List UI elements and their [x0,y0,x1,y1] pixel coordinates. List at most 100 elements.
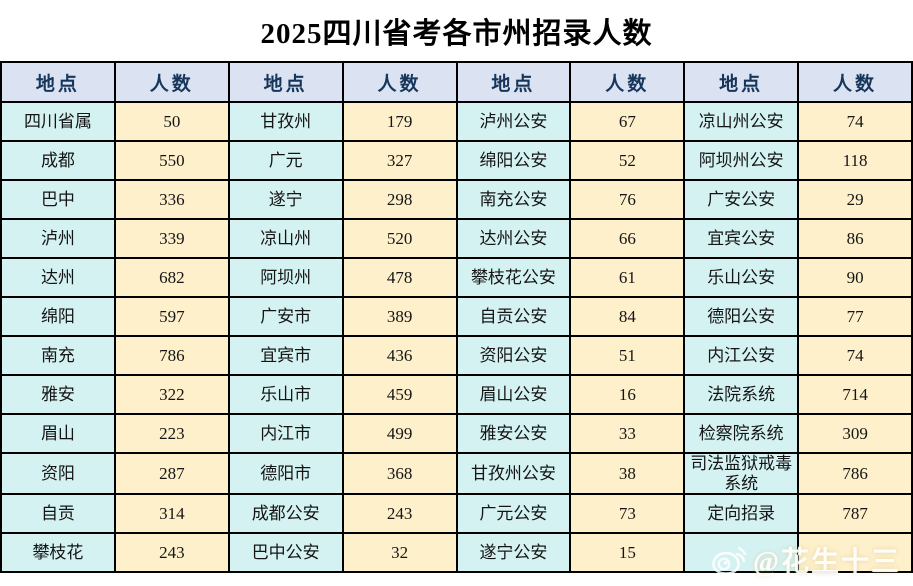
table-row: 达州 682 阿坝州 478 攀枝花公安 61 乐山公安 90 [0,257,913,298]
location-cell: 司法监狱戒毒系统 [683,451,800,496]
location-cell: 资阳 [0,451,116,496]
count-cell: 32 [341,532,458,574]
table-row: 雅安 322 乐山市 459 眉山公安 16 法院系统 714 [0,374,913,415]
location-cell: 成都 [0,140,116,181]
count-cell: 50 [113,101,230,142]
table-row: 泸州 339 凉山州 520 达州公安 66 宜宾公安 86 [0,218,913,259]
count-cell: 33 [569,413,686,454]
count-cell: 223 [113,413,230,454]
location-cell: 乐山市 [227,374,344,415]
count-cell: 179 [341,101,458,142]
location-cell: 攀枝花公安 [455,257,572,298]
count-cell: 51 [569,335,686,376]
column-header: 地点 [455,61,572,103]
location-cell: 法院系统 [683,374,800,415]
count-cell: 243 [341,493,458,535]
location-cell: 阿坝州公安 [683,140,800,181]
count-cell [797,532,913,574]
count-cell: 118 [797,140,913,181]
column-header: 人数 [341,61,458,103]
location-cell: 四川省属 [0,101,116,142]
location-cell: 德阳公安 [683,296,800,337]
column-header: 人数 [569,61,686,103]
location-cell: 广安公安 [683,179,800,220]
column-header: 地点 [0,61,116,103]
count-cell: 336 [113,179,230,220]
location-cell: 乐山公安 [683,257,800,298]
count-cell: 84 [569,296,686,337]
column-header: 地点 [683,61,800,103]
count-cell: 368 [341,451,458,496]
count-cell: 73 [569,493,686,535]
count-cell: 478 [341,257,458,298]
count-cell: 714 [797,374,913,415]
location-cell: 自贡 [0,493,116,535]
table-header-row: 地点 人数 地点 人数 地点 人数 地点 人数 [0,61,913,103]
location-cell [683,532,800,574]
count-cell: 52 [569,140,686,181]
count-cell: 327 [341,140,458,181]
table-body: 四川省属 50 甘孜州 179 泸州公安 67 凉山州公安 74 成都 550 广元 327 绵阳公安 5… [0,101,913,574]
location-cell: 绵阳公安 [455,140,572,181]
table-head: 地点 人数 地点 人数 地点 人数 地点 人数 [0,61,913,103]
location-cell: 巴中公安 [227,532,344,574]
location-cell: 广元公安 [455,493,572,535]
recruitment-table: 地点 人数 地点 人数 地点 人数 地点 人数 四川省属 50 甘孜州 179 泸州公安 67 凉山州公安… [0,61,913,574]
location-cell: 泸州 [0,218,116,259]
location-cell: 甘孜州公安 [455,451,572,496]
table-row: 自贡 314 成都公安 243 广元公安 73 定向招录 787 [0,493,913,535]
location-cell: 达州 [0,257,116,298]
count-cell: 74 [797,101,913,142]
location-cell: 眉山 [0,413,116,454]
count-cell: 77 [797,296,913,337]
count-cell: 67 [569,101,686,142]
count-cell: 61 [569,257,686,298]
location-cell: 凉山州 [227,218,344,259]
count-cell: 499 [341,413,458,454]
count-cell: 459 [341,374,458,415]
location-cell: 雅安 [0,374,116,415]
location-cell: 遂宁公安 [455,532,572,574]
count-cell: 520 [341,218,458,259]
count-cell: 243 [113,532,230,574]
location-cell: 攀枝花 [0,532,116,574]
location-cell: 遂宁 [227,179,344,220]
count-cell: 29 [797,179,913,220]
location-cell: 甘孜州 [227,101,344,142]
location-cell: 内江公安 [683,335,800,376]
page-title: 2025四川省考各市州招录人数 [260,17,653,50]
location-cell: 泸州公安 [455,101,572,142]
count-cell: 66 [569,218,686,259]
count-cell: 76 [569,179,686,220]
count-cell: 298 [341,179,458,220]
table-row: 绵阳 597 广安市 389 自贡公安 84 德阳公安 77 [0,296,913,337]
count-cell: 322 [113,374,230,415]
count-cell: 786 [113,335,230,376]
table-row: 巴中 336 遂宁 298 南充公安 76 广安公安 29 [0,179,913,220]
column-header: 地点 [227,61,344,103]
location-cell: 宜宾公安 [683,218,800,259]
count-cell: 339 [113,218,230,259]
location-cell: 凉山州公安 [683,101,800,142]
count-cell: 74 [797,335,913,376]
table-row: 攀枝花 243 巴中公安 32 遂宁公安 15 [0,532,913,574]
count-cell: 436 [341,335,458,376]
count-cell: 38 [569,451,686,496]
location-cell: 检察院系统 [683,413,800,454]
table-row: 四川省属 50 甘孜州 179 泸州公安 67 凉山州公安 74 [0,101,913,142]
count-cell: 15 [569,532,686,574]
count-cell: 682 [113,257,230,298]
location-cell: 巴中 [0,179,116,220]
location-cell: 阿坝州 [227,257,344,298]
table-row: 眉山 223 内江市 499 雅安公安 33 检察院系统 309 [0,413,913,454]
count-cell: 90 [797,257,913,298]
location-cell: 雅安公安 [455,413,572,454]
count-cell: 787 [797,493,913,535]
location-cell: 宜宾市 [227,335,344,376]
location-cell: 绵阳 [0,296,116,337]
column-header: 人数 [113,61,230,103]
table-row: 南充 786 宜宾市 436 资阳公安 51 内江公安 74 [0,335,913,376]
location-cell: 广安市 [227,296,344,337]
location-cell: 眉山公安 [455,374,572,415]
